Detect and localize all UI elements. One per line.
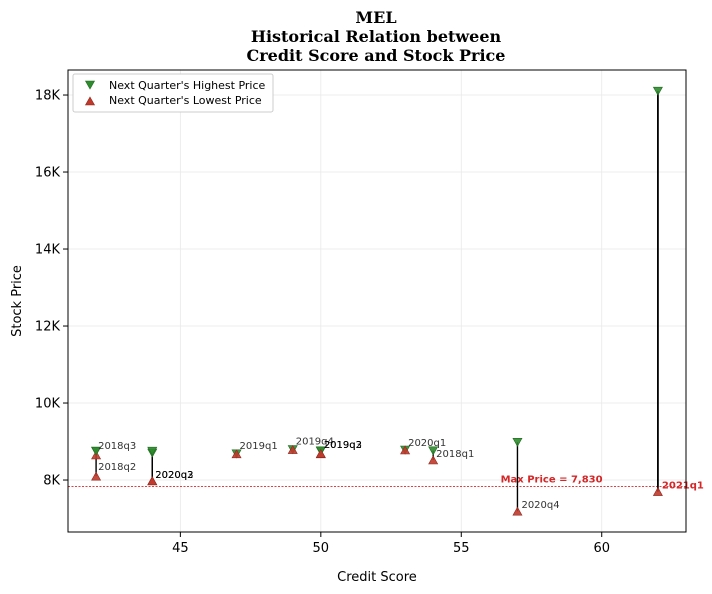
high-marker-2020q2 [147,446,158,456]
point-label-2018q1: 2018q1 [436,449,474,460]
y-tick-label: 14K [35,243,61,258]
chart-title-line-3: Credit Score and Stock Price [247,46,506,65]
low-marker-2019q4 [287,444,298,454]
legend-low-marker [84,96,96,106]
legend-low-label: Next Quarter's Lowest Price [109,94,262,107]
y-axis-ticks: 8K 10K 12K 14K 16K 18K [35,89,68,489]
plot-area-frame [67,69,687,533]
low-marker-2020q2 [147,476,158,486]
point-label-2019q3: 2019q3 [324,440,362,451]
y-tick-label: 10K [35,397,61,412]
x-tick-label: 45 [172,541,189,556]
markers [91,86,663,516]
high-marker-2018q1 [428,446,439,456]
high-marker-2020q4 [512,437,523,447]
low-marker-2020q1 [400,445,411,455]
point-label-2019q2: 2019q2 [324,440,362,451]
point-label-2018q2: 2018q2 [98,462,136,473]
legend-high-label: Next Quarter's Highest Price [109,79,266,92]
point-label-2020q4: 2020q4 [521,500,559,511]
y-tick-label: 8K [43,474,60,489]
low-marker-2018q1 [428,455,439,465]
legend-box [72,73,274,113]
legend: Next Quarter's Highest Price Next Quarte… [72,73,274,113]
point-label-2018q3: 2018q3 [98,441,136,452]
point-label-2020q2: 2020q2 [155,470,193,481]
y-tick-label: 12K [35,320,61,335]
reference-line-label: Max Price = 7,830 [501,475,603,486]
low-marker-2019q3 [315,448,326,458]
point-label-2020q1: 2020q1 [408,438,446,449]
low-marker-2020q4 [512,506,523,516]
high-marker-2021q1 [652,86,663,96]
x-axis-ticks: 45 50 55 60 [172,532,610,556]
point-label-2019q4: 2019q4 [296,437,334,448]
x-tick-label: 50 [313,541,330,556]
point-label-2019q1: 2019q1 [240,441,278,452]
x-axis-label: Credit Score [337,570,417,585]
low-marker-2021q1 [652,486,663,496]
x-tick-label: 55 [453,541,470,556]
x-tick-label: 60 [593,541,610,556]
point-label-2021q1: 2021q1 [662,481,704,492]
grid [68,70,686,532]
y-tick-label: 18K [35,89,61,104]
low-marker-2018q2 [91,471,102,481]
y-tick-label: 16K [35,166,61,181]
low-marker-2019q1 [231,449,242,459]
legend-high-marker [84,80,96,90]
point-label-2020q3: 2020q3 [155,470,193,481]
high-marker-2018q2 [91,446,102,456]
reference-line-group: Max Price = 7,830 [68,475,686,487]
chart-title-line-1: MEL [355,8,396,27]
y-axis-label: Stock Price [10,265,25,337]
chart-title-line-2: Historical Relation between [251,27,502,46]
